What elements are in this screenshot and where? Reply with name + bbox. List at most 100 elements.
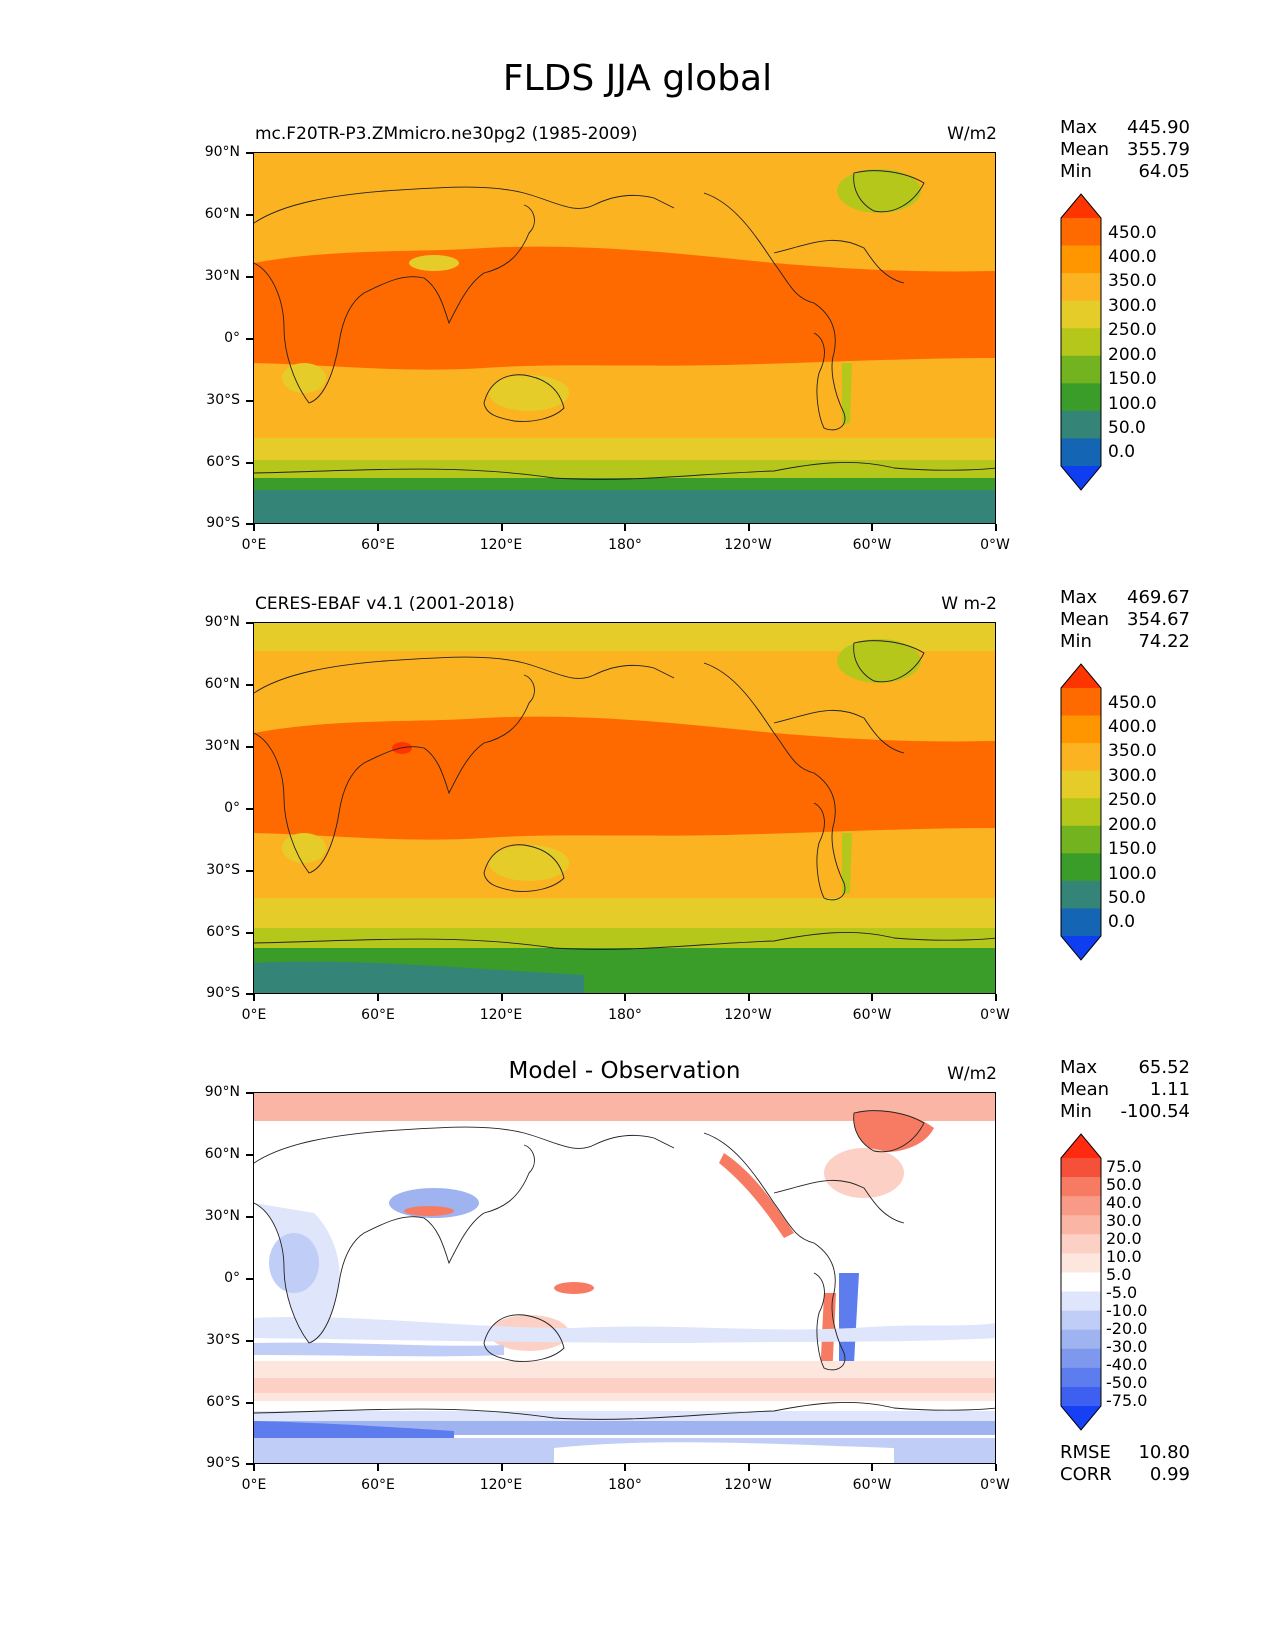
colorbar — [1060, 193, 1102, 491]
colorbar-segment — [1061, 908, 1101, 937]
xtick-mark — [995, 994, 997, 1001]
colorbar-extend-top — [1061, 1134, 1101, 1158]
lon-tick-label: 120°E — [479, 1007, 523, 1023]
ytick-mark — [246, 1463, 253, 1465]
colorbar — [1060, 663, 1102, 961]
lon-tick-label: 60°W — [852, 1477, 892, 1493]
colorbar-label: 0.0 — [1108, 912, 1136, 932]
lon-tick-label: 60°W — [852, 537, 892, 553]
colorbar-extend-top — [1061, 194, 1101, 218]
lat-tick-label: 30°S — [206, 1332, 240, 1348]
xtick-mark — [624, 524, 626, 531]
colorbar-label: -20.0 — [1106, 1319, 1148, 1338]
ytick-mark — [246, 1278, 253, 1280]
colorbar-segment — [1061, 273, 1101, 302]
colorbar-segment — [1061, 1348, 1101, 1369]
stat-max: Max 445.90 — [1060, 117, 1190, 138]
lon-tick-label: 60°W — [852, 1007, 892, 1023]
ytick-mark — [246, 523, 253, 525]
lat-tick-label: 60°S — [206, 1394, 240, 1410]
panel-left-title: CERES-EBAF v4.1 (2001-2018) — [255, 594, 515, 614]
xtick-mark — [748, 524, 750, 531]
lat-tick-label: 30°N — [204, 738, 240, 754]
colorbar-label: -75.0 — [1106, 1391, 1148, 1410]
ytick-mark — [246, 1092, 253, 1094]
xtick-mark — [253, 524, 255, 531]
stat-max: Max 469.67 — [1060, 587, 1190, 608]
colorbar-label: 450.0 — [1108, 223, 1157, 243]
xtick-mark — [253, 1464, 255, 1471]
colorbar-label: 150.0 — [1108, 839, 1157, 859]
colorbar-label: 100.0 — [1108, 864, 1157, 884]
colorbar-segment — [1061, 300, 1101, 329]
xtick-mark — [871, 524, 873, 531]
lat-tick-label: 30°N — [204, 268, 240, 284]
xtick-mark — [995, 524, 997, 531]
lon-tick-label: 120°E — [479, 1477, 523, 1493]
panel-obs: CERES-EBAF v4.1 (2001-2018) W m-2 — [0, 470, 1275, 1023]
lat-tick-label: 30°S — [206, 392, 240, 408]
ytick-mark — [246, 746, 253, 748]
lat-tick-label: 60°S — [206, 924, 240, 940]
xtick-mark — [377, 994, 379, 1001]
panel-diff: Model - Observation W/m2 — [0, 940, 1275, 1493]
colorbar-label: -30.0 — [1106, 1337, 1148, 1356]
colorbar-extend-bottom — [1061, 1406, 1101, 1430]
colorbar-label: 300.0 — [1108, 296, 1157, 316]
xtick-mark — [748, 1464, 750, 1471]
colorbar-segment — [1061, 1272, 1101, 1293]
colorbar-outline — [1060, 193, 1102, 491]
colorbar-segment — [1061, 1291, 1101, 1312]
stats-block: Max 445.90 Mean 355.79 Min 64.05 — [1060, 117, 1190, 183]
colorbar-extend-top — [1061, 664, 1101, 688]
colorbar-label: -5.0 — [1106, 1283, 1138, 1302]
colorbar-label: 450.0 — [1108, 693, 1157, 713]
colorbar-segment — [1061, 770, 1101, 799]
figure-title: FLDS JJA global — [502, 58, 773, 99]
colorbar-label: 150.0 — [1108, 369, 1157, 389]
lat-tick-label: 0° — [224, 1270, 240, 1286]
colorbar-segment — [1061, 383, 1101, 412]
xtick-mark — [624, 994, 626, 1001]
lat-tick-label: 60°N — [204, 1146, 240, 1162]
colorbar-segment — [1061, 1253, 1101, 1273]
colorbar-segment — [1061, 1196, 1101, 1216]
stat-corr: CORR 0.99 — [1060, 1464, 1190, 1485]
colorbar-segment — [1061, 1158, 1101, 1178]
colorbar-segment — [1061, 218, 1101, 247]
lon-tick-label: 0°W — [980, 1477, 1010, 1493]
stat-mean: Mean 354.67 — [1060, 609, 1190, 630]
colorbar-segment — [1061, 1386, 1101, 1407]
colorbar-label: 100.0 — [1108, 394, 1157, 414]
stat-min: Min -100.54 — [1060, 1101, 1190, 1122]
xtick-mark — [377, 524, 379, 531]
ytick-mark — [246, 1340, 253, 1342]
colorbar-segment — [1061, 715, 1101, 744]
lon-tick-label: 120°W — [724, 537, 772, 553]
lon-tick-label: 180° — [608, 1477, 642, 1493]
lat-tick-label: 90°S — [206, 515, 240, 531]
xtick-mark — [501, 1464, 503, 1471]
lon-tick-label: 0°E — [241, 537, 267, 553]
colorbar-label: -50.0 — [1106, 1373, 1148, 1392]
colorbar-label: 40.0 — [1106, 1193, 1142, 1212]
colorbar-extend-bottom — [1061, 936, 1101, 960]
panel-units: W m-2 — [941, 594, 997, 614]
xtick-mark — [377, 1464, 379, 1471]
extra-stats-block: RMSE 10.80 CORR 0.99 — [1060, 1442, 1190, 1486]
ytick-mark — [246, 808, 253, 810]
colorbar-segment — [1061, 245, 1101, 274]
lat-tick-label: 90°N — [204, 144, 240, 160]
map-model-field — [254, 153, 995, 523]
colorbar-label: 350.0 — [1108, 741, 1157, 761]
colorbar-label: 300.0 — [1108, 766, 1157, 786]
lat-tick-label: 60°S — [206, 454, 240, 470]
ytick-mark — [246, 622, 253, 624]
xtick-mark — [624, 1464, 626, 1471]
panel-left-title: mc.F20TR-P3.ZMmicro.ne30pg2 (1985-2009) — [255, 124, 638, 144]
colorbar-label: 0.0 — [1108, 442, 1136, 462]
ytick-mark — [246, 1402, 253, 1404]
lat-tick-label: 60°N — [204, 676, 240, 692]
colorbar-label: 200.0 — [1108, 815, 1157, 835]
lon-tick-label: 180° — [608, 1007, 642, 1023]
